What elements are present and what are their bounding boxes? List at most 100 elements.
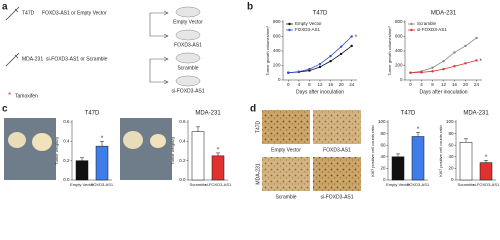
y-tick-label: 0.4 xyxy=(63,139,70,144)
image-label: si-FOXD3-AS1 xyxy=(320,194,353,200)
y-axis-label: Tumor weight/g xyxy=(54,137,59,164)
chart-title: T47D xyxy=(401,111,416,117)
error-bar xyxy=(100,141,104,147)
legend-symbol: * xyxy=(8,91,11,100)
ihc-image xyxy=(262,110,361,191)
point xyxy=(329,59,332,63)
x-tick-label: Empty Vector xyxy=(386,182,410,187)
y-axis-label: Ki67 positive cell counts ratio xyxy=(370,124,375,176)
treatment: si-FOXD3-AS1 or Scramble xyxy=(46,56,108,62)
legend-marker xyxy=(288,28,291,32)
cell-line: T47D xyxy=(22,10,35,16)
point xyxy=(453,51,456,54)
bar xyxy=(211,155,225,181)
x-tick-label: FOXD3-AS1 xyxy=(91,182,114,187)
y-tick-label: 20 xyxy=(448,166,454,171)
panel-label: d xyxy=(250,104,256,115)
y-tick-label: 800 xyxy=(395,19,403,24)
y-tick-label: 0 xyxy=(278,77,281,82)
x-tick-label: 12 xyxy=(441,82,447,87)
x-tick-label: 20 xyxy=(463,82,469,87)
bar xyxy=(411,136,425,181)
y-tick-label: 0.6 xyxy=(63,119,70,124)
y-tick-label: 40 xyxy=(380,154,386,159)
y-tick-label: 600 xyxy=(395,34,403,39)
mouse xyxy=(175,6,201,87)
y-tick-label: 0 xyxy=(400,77,403,82)
y-tick-label: 800 xyxy=(273,19,281,24)
bar xyxy=(459,142,473,181)
y-tick-label: 60 xyxy=(448,142,454,147)
y-tick-label: 0.0 xyxy=(63,177,70,182)
image-label: Empty Vector xyxy=(271,147,301,153)
tumor-photo xyxy=(4,118,172,180)
point xyxy=(431,70,434,73)
x-tick-label: Scramble xyxy=(190,182,208,187)
y-tick-label: 0 xyxy=(451,177,454,182)
point xyxy=(464,62,467,65)
x-tick-label: 24 xyxy=(349,82,355,87)
x-tick-label: 12 xyxy=(317,82,323,87)
error-bar xyxy=(484,160,488,163)
panel-label: c xyxy=(2,104,8,115)
panel-label: a xyxy=(2,2,8,13)
y-tick-label: 80 xyxy=(448,131,454,136)
bar xyxy=(75,160,89,181)
point xyxy=(350,44,353,48)
legend-text: Tamoxifen xyxy=(15,93,38,99)
point xyxy=(442,59,445,63)
y-tick-label: 0.2 xyxy=(179,158,186,163)
legend-label: si-FOXD3-AS1 xyxy=(417,27,447,32)
bar xyxy=(391,156,405,181)
x-tick-label: 0 xyxy=(287,82,290,87)
chart-title: MDA-231 xyxy=(195,111,221,117)
point xyxy=(475,59,478,62)
significance: * xyxy=(355,35,358,41)
legend-label: FOXD3-AS1 xyxy=(295,27,321,32)
error-bar xyxy=(396,153,400,157)
point xyxy=(464,44,467,48)
legend-marker xyxy=(288,22,291,26)
point xyxy=(453,65,456,68)
y-tick-label: 0.0 xyxy=(179,177,186,182)
arm-label: FOXD3-AS1 xyxy=(174,42,202,48)
chart-title: MDA-231 xyxy=(463,111,489,117)
image-label: Scramble xyxy=(275,194,296,200)
legend-marker xyxy=(410,22,413,26)
x-axis-label: Days after inoculation xyxy=(296,89,344,95)
x-tick-label: 4 xyxy=(298,82,301,87)
legend-marker xyxy=(410,28,413,32)
significance: * xyxy=(480,59,483,65)
y-tick-label: 200 xyxy=(273,63,281,68)
arm-label: Empty Vector xyxy=(173,19,203,25)
legend-label: Scramble xyxy=(417,21,437,26)
y-tick-label: 40 xyxy=(448,154,454,159)
point xyxy=(297,70,301,73)
bar xyxy=(479,162,493,181)
y-tick-label: 400 xyxy=(395,48,403,53)
chart-title: MDA-231 xyxy=(431,11,457,17)
y-axis-label: Ki67 positive cell counts ratio xyxy=(438,124,443,176)
y-tick-label: 0.4 xyxy=(179,139,186,144)
chart-title: T47D xyxy=(85,111,100,117)
error-bar xyxy=(80,157,84,161)
y-tick-label: 400 xyxy=(273,48,281,53)
arrows xyxy=(149,10,169,85)
point xyxy=(308,67,311,71)
x-tick-label: 8 xyxy=(308,82,311,87)
x-tick-label: 8 xyxy=(431,82,434,87)
y-tick-label: 80 xyxy=(380,131,386,136)
y-tick-label: 20 xyxy=(380,166,386,171)
y-tick-label: 60 xyxy=(380,142,386,147)
legend-label: Empty Vector xyxy=(295,21,322,26)
point xyxy=(442,67,445,71)
bar xyxy=(95,145,109,181)
significance: * xyxy=(417,127,420,133)
y-tick-label: 0.6 xyxy=(179,119,186,124)
point xyxy=(287,71,290,74)
significance: * xyxy=(485,155,488,161)
x-tick-label: Scramble xyxy=(458,182,476,187)
point xyxy=(318,65,322,69)
y-tick-label: 200 xyxy=(395,63,403,68)
bar xyxy=(191,131,205,181)
